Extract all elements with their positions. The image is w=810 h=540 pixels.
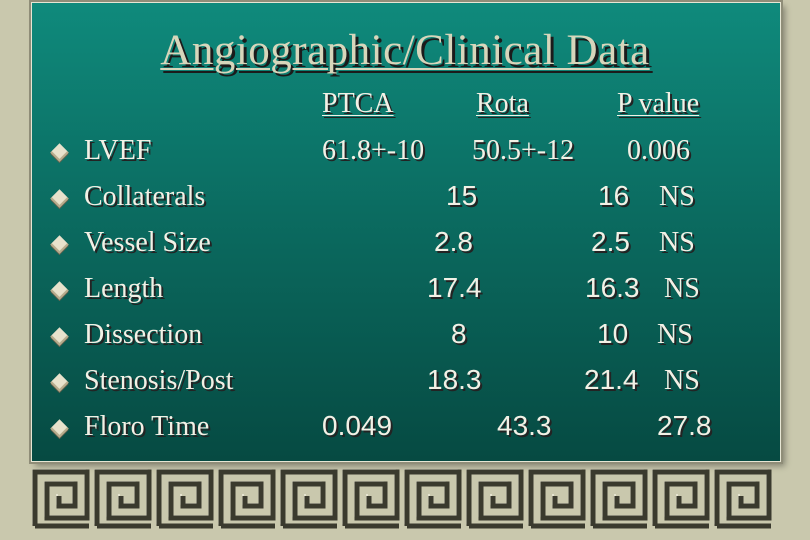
greek-key-tile: [404, 469, 462, 529]
dissection-ptca: 8: [451, 318, 467, 349]
vessel-size-p-value: NS: [659, 227, 695, 258]
row-label-length: Length: [84, 273, 164, 304]
row-label-floro-time: Floro Time: [84, 411, 210, 442]
greek-key-tile: [32, 469, 90, 529]
greek-key-tile: [590, 469, 648, 529]
lvef-p-value: 0.006: [627, 135, 690, 166]
stenosis-post-p-value: NS: [664, 365, 700, 396]
length-p-value: NS: [664, 273, 700, 304]
floro-time-p-value: 27.8: [657, 410, 712, 441]
greek-key-tile: [466, 469, 524, 529]
row-label-stenosis-post: Stenosis/Post: [84, 365, 234, 396]
header-rota: Rota: [476, 88, 529, 119]
row-label-lvef: LVEF: [84, 135, 152, 166]
row-label-dissection: Dissection: [84, 319, 203, 350]
floro-time-ptca: 0.049: [322, 410, 393, 441]
row-label-collaterals: Collaterals: [84, 181, 206, 212]
header-ptca: PTCA: [322, 88, 394, 119]
collaterals-p-value: NS: [659, 181, 695, 212]
greek-key-tile: [714, 469, 772, 529]
greek-key-tile: [652, 469, 710, 529]
dissection-rota: 10: [597, 318, 629, 349]
vessel-size-rota: 2.5: [591, 226, 630, 257]
greek-key-tile: [280, 469, 338, 529]
greek-key-tile: [94, 469, 152, 529]
stenosis-post-ptca: 18.3: [427, 364, 482, 395]
vessel-size-ptca: 2.8: [434, 226, 473, 257]
header-p-value: P value: [617, 88, 700, 119]
collaterals-ptca: 15: [446, 180, 478, 211]
greek-key-tile: [342, 469, 400, 529]
slide-title: Angiographic/Clinical Data: [160, 27, 650, 74]
length-ptca: 17.4: [427, 272, 482, 303]
lvef-ptca: 61.8+-10: [322, 135, 425, 166]
greek-key-tile: [528, 469, 586, 529]
greek-key-tile: [218, 469, 276, 529]
slide-panel: [31, 2, 781, 462]
greek-key-border: [31, 466, 779, 532]
stenosis-post-rota: 21.4: [584, 364, 639, 395]
dissection-p-value: NS: [657, 319, 693, 350]
lvef-rota: 50.5+-12: [472, 135, 575, 166]
greek-key-tile: [156, 469, 214, 529]
row-label-vessel-size: Vessel Size: [84, 227, 211, 258]
collaterals-rota: 16: [598, 180, 630, 211]
length-rota: 16.3: [585, 272, 640, 303]
floro-time-rota: 43.3: [497, 410, 552, 441]
